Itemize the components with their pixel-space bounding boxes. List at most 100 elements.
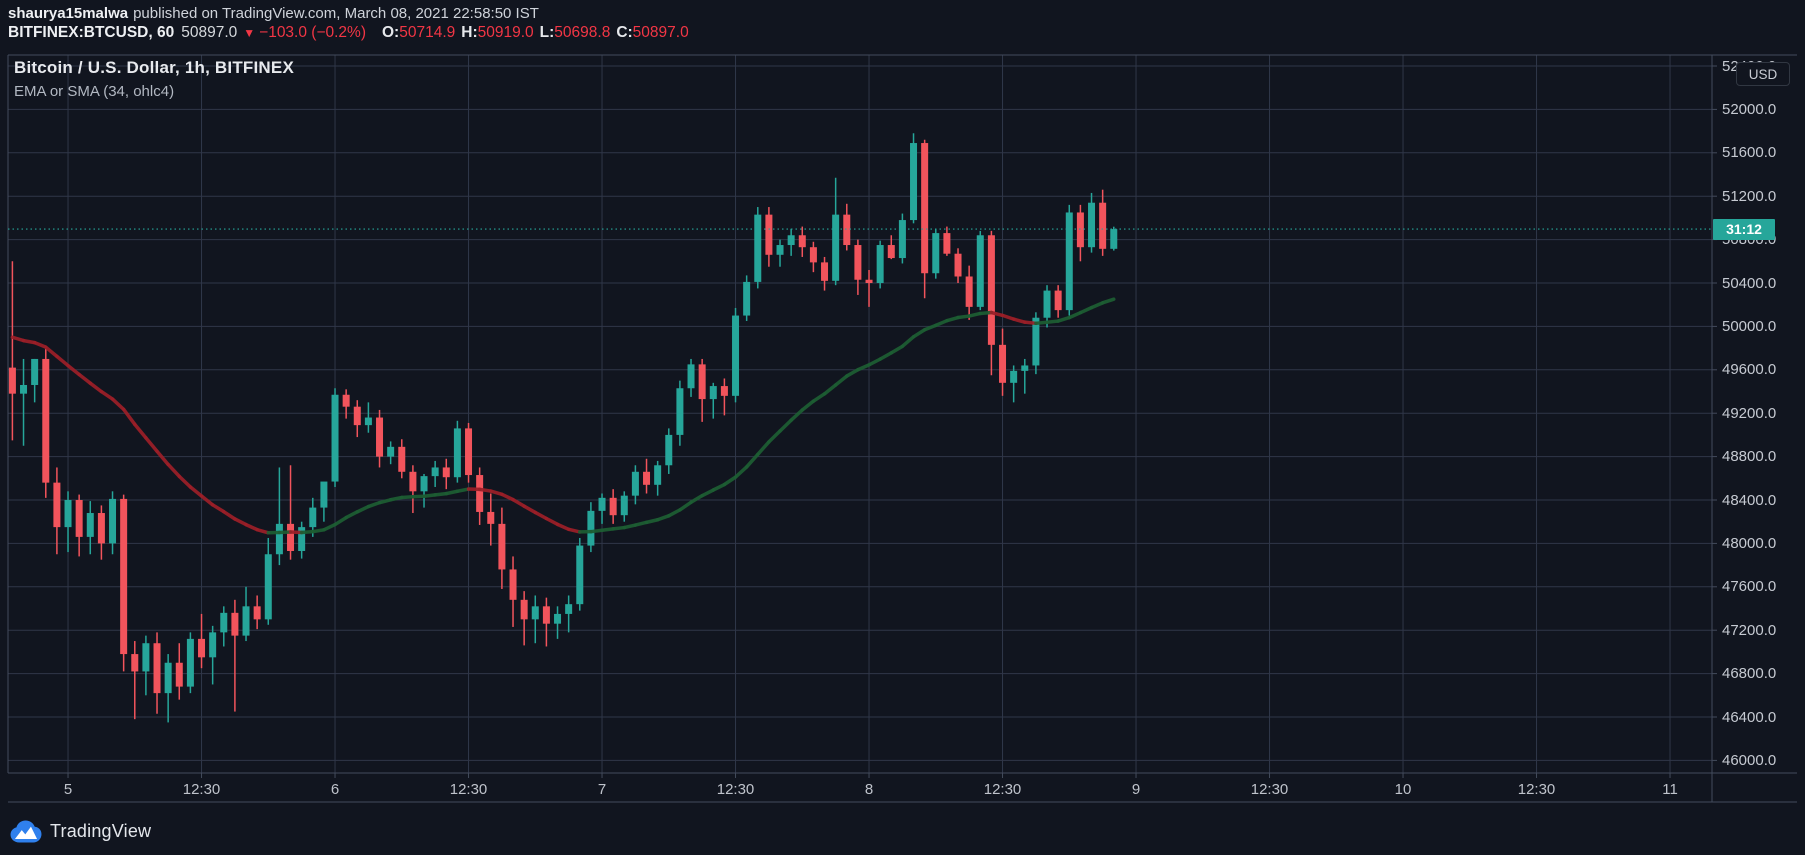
tradingview-logo-link[interactable]: TradingView [10, 820, 151, 843]
ema-segment [377, 498, 393, 505]
candle-body [1032, 317, 1040, 366]
candle-body [609, 497, 617, 516]
candle-body [442, 467, 450, 478]
time-axis-label: 12:30 [1517, 781, 1556, 798]
publish-text: published on TradingView.com, March 08, … [133, 5, 539, 22]
ema-segment [700, 488, 716, 498]
candle-body [253, 606, 261, 620]
candle-body [453, 428, 461, 478]
candle-body [709, 386, 717, 400]
candle-body [898, 220, 906, 259]
candle-body [231, 612, 239, 636]
ema-segment [722, 475, 738, 487]
ema-segment [477, 487, 493, 493]
ema-segment [978, 310, 994, 316]
candle-body [687, 364, 695, 389]
price-axis-label: 47600.0 [1722, 578, 1777, 596]
candle-body [8, 367, 16, 394]
candle-body [465, 428, 473, 476]
time-axis-label: 9 [1131, 781, 1141, 798]
ema-segment [867, 357, 882, 367]
time-axis-label: 12:30 [983, 781, 1022, 798]
author-name: shaurya15malwa [8, 5, 129, 22]
ema-segment [945, 315, 960, 323]
ema-segment [900, 335, 916, 349]
candle-body [932, 233, 940, 274]
ema-segment [856, 363, 871, 372]
ema-segment [845, 367, 860, 378]
candle-body [631, 471, 639, 496]
ema-segment [633, 520, 649, 527]
chart-title[interactable]: Bitcoin / U.S. Dollar, 1h, BITFINEX [14, 58, 294, 77]
candle-body [921, 143, 929, 274]
ema-segment [1034, 320, 1049, 326]
candle-body [965, 276, 973, 307]
ema-segment [455, 487, 471, 494]
ema-segment [77, 372, 93, 385]
candle-body [53, 482, 61, 528]
time-axis-label: 7 [597, 781, 607, 798]
ema-segment [1023, 320, 1038, 326]
ema-segment [1067, 310, 1083, 320]
candle-body [476, 475, 484, 512]
candle-body [832, 214, 840, 281]
candle-body [732, 315, 740, 396]
candle-body [665, 434, 673, 466]
ema-segment [110, 397, 126, 412]
ema-segment [733, 465, 749, 479]
ema-segment [522, 504, 538, 515]
ema-segment [934, 318, 949, 328]
candle-body [798, 235, 806, 248]
ema-segment [922, 323, 938, 332]
ema-segment [767, 429, 782, 444]
candle-body [42, 358, 50, 483]
open-value: 50714.9 [399, 24, 456, 41]
symbol-name[interactable]: BITFINEX:BTCUSD, 60 [8, 24, 175, 41]
candle-body [220, 612, 228, 633]
candle-body [743, 281, 751, 316]
price-axis-label: 51200.0 [1722, 187, 1777, 205]
ema-segment [756, 440, 771, 457]
ema-segment [744, 452, 760, 469]
price-axis-label: 49600.0 [1722, 361, 1777, 379]
candle-body [120, 498, 128, 655]
candle-body [576, 545, 584, 605]
ema-segment [778, 418, 793, 433]
ema-segment [544, 516, 560, 527]
indicator-legend[interactable]: EMA or SMA (34, ohlc4) [14, 83, 175, 100]
tradingview-logo-text: TradingView [50, 821, 152, 841]
candle-body [987, 235, 995, 345]
candle-body [175, 662, 183, 687]
ema-segment [989, 310, 1005, 318]
candle-body [75, 500, 83, 537]
candle-body [364, 417, 372, 426]
price-axis-label: 46800.0 [1722, 665, 1777, 683]
ema-segment [1011, 317, 1027, 324]
ema-segment [967, 311, 983, 318]
ema-segment [355, 504, 371, 514]
candle-body [487, 511, 495, 524]
candle-body [598, 497, 606, 511]
candle-body [976, 235, 984, 307]
candle-body [1088, 202, 1096, 248]
high-value: 50919.0 [477, 24, 534, 41]
candle-body [86, 513, 94, 537]
ema-segment [10, 335, 26, 343]
ema-segment [333, 515, 348, 527]
ema-segment [366, 500, 382, 509]
ema-segment [956, 314, 971, 320]
candle-body [676, 388, 684, 435]
time-axis-label: 11 [1662, 781, 1678, 798]
candle-body [498, 523, 506, 570]
ema-segment [589, 528, 604, 534]
candle-body [287, 523, 295, 551]
price-axis-label: 48400.0 [1722, 491, 1777, 509]
candle-body [865, 279, 873, 283]
ema-segment [255, 527, 271, 535]
candle-body [1099, 202, 1107, 249]
candle-body [620, 495, 628, 516]
candle-body [776, 245, 784, 255]
currency-unit-button[interactable]: USD [1736, 62, 1790, 86]
price-axis-label: 49200.0 [1722, 404, 1777, 422]
